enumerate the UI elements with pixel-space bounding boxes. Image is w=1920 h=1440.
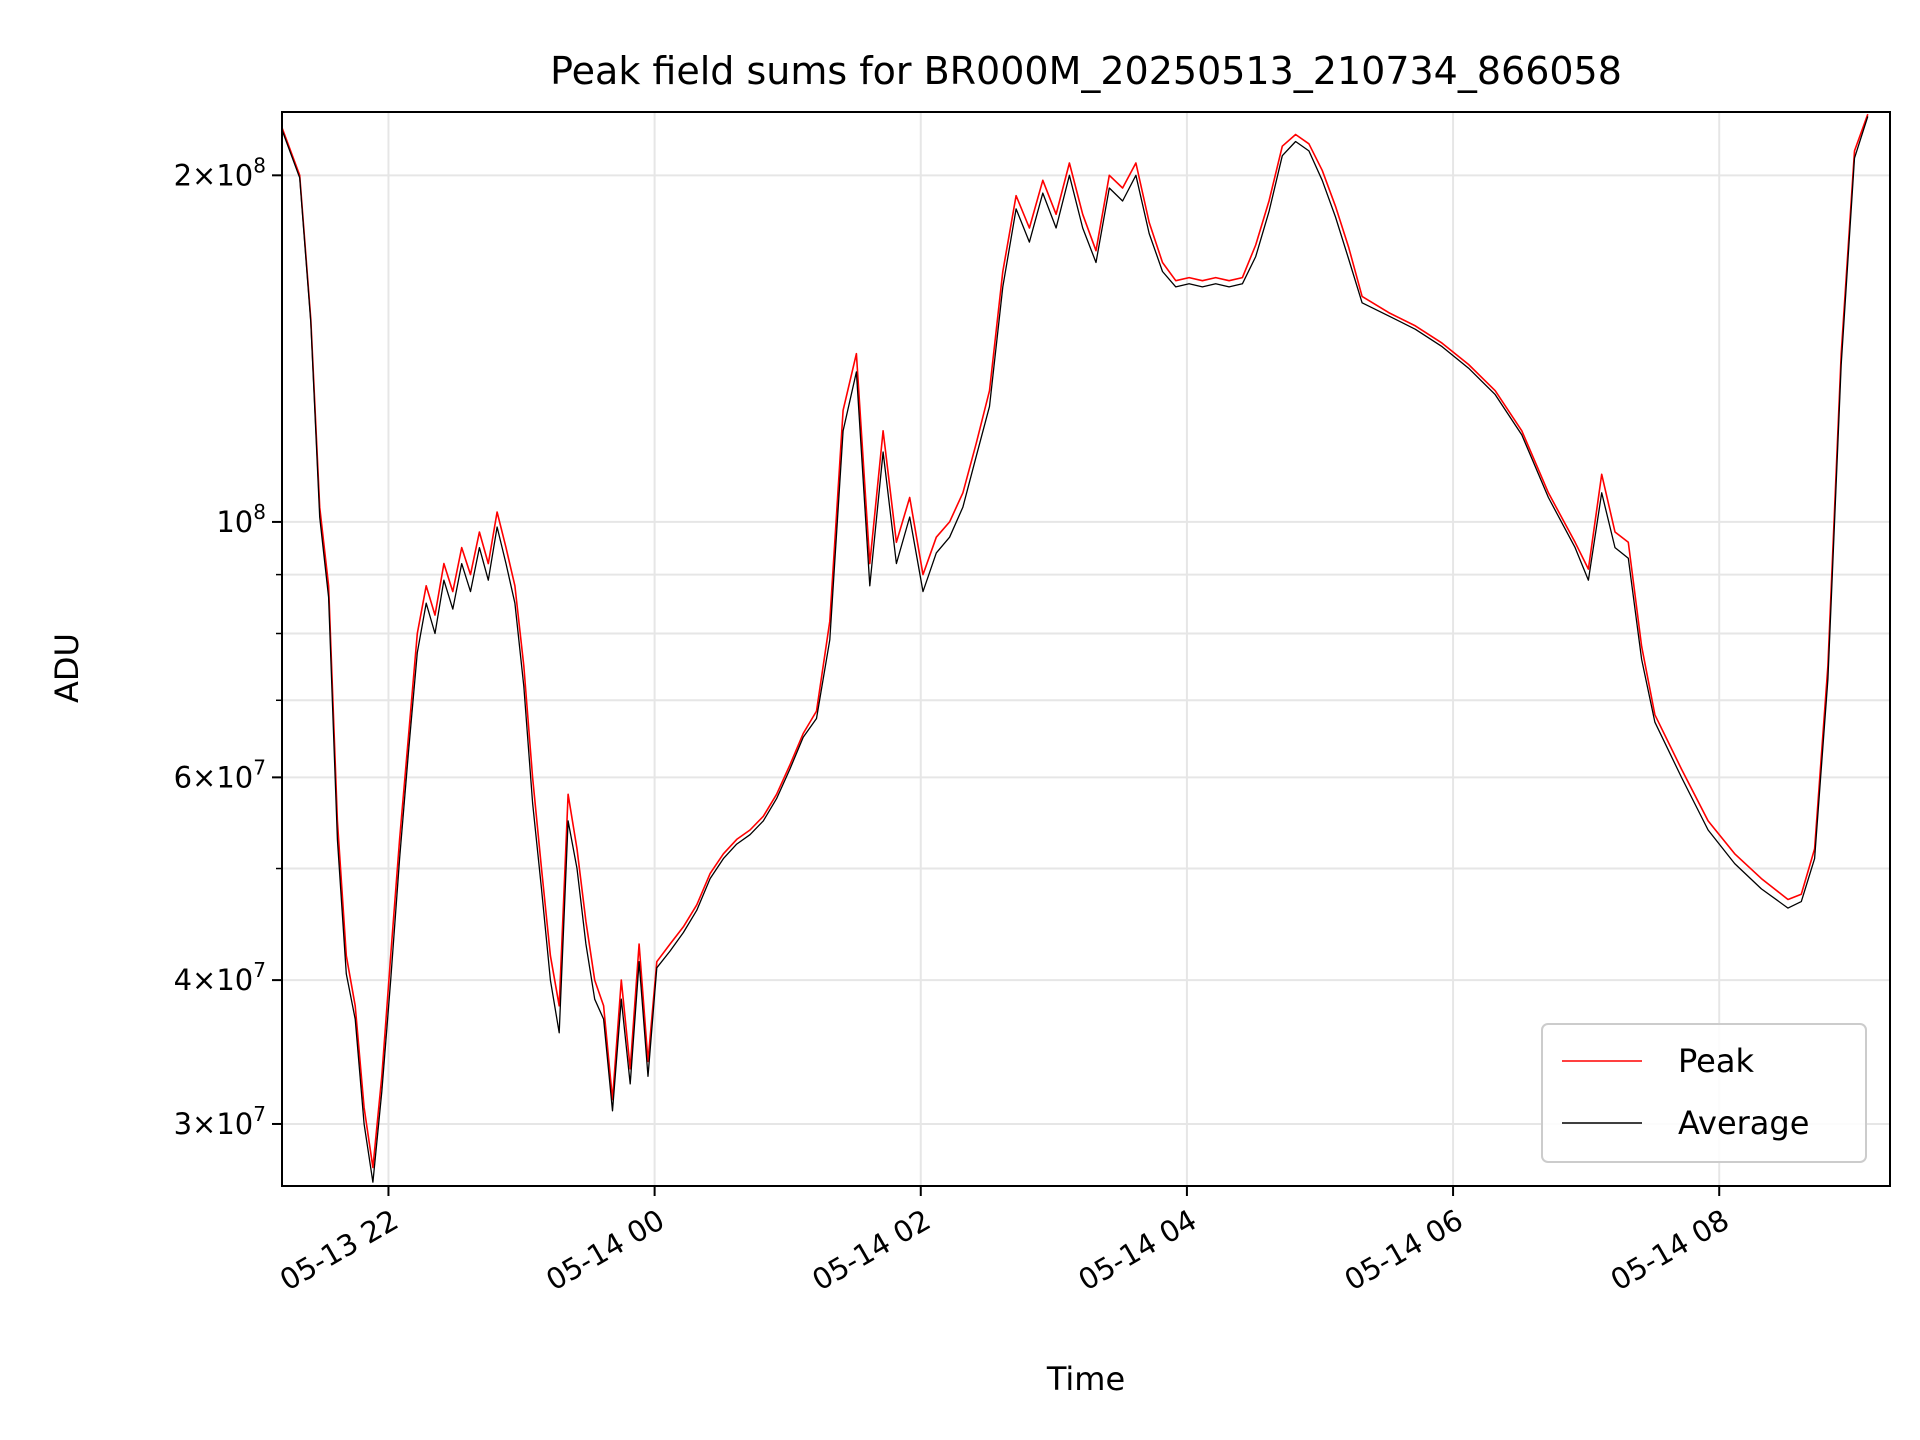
y-tick-mantissa: 6 [174,760,192,794]
y-tick-label: 6×107 [174,755,266,794]
x-axis-title: Time [1046,1360,1125,1398]
y-tick-base: 10 [216,1107,253,1141]
y-tick-label: 108 [216,500,266,539]
legend-box [1541,1023,1867,1163]
y-axis-title: ADU [48,633,86,703]
legend-label-peak: Peak [1678,1042,1754,1080]
y-tick-label: 4×107 [174,958,266,997]
y-tick-base: 10 [216,505,253,539]
y-tick-exponent: 7 [253,1102,266,1126]
legend-label-average: Average [1678,1104,1809,1142]
y-tick-mantissa: 4 [174,963,192,997]
y-tick-exponent: 7 [253,755,266,779]
y-tick-mantissa: 2 [174,158,192,192]
y-tick-exponent: 8 [253,153,266,177]
series-line-peak [281,113,1869,1169]
y-tick-base: 10 [216,760,253,794]
y-tick-times: × [192,1107,216,1141]
y-tick-times: × [192,760,216,794]
y-tick-exponent: 8 [253,500,266,524]
plot-frame [281,111,1891,1187]
y-tick-label: 2×108 [174,153,266,192]
y-tick-base: 10 [216,158,253,192]
y-tick-exponent: 7 [253,958,266,982]
y-tick-base: 10 [216,963,253,997]
series-line-average [281,116,1869,1183]
chart-title: Peak field sums for BR000M_20250513_2107… [550,49,1622,93]
y-tick-times: × [192,963,216,997]
legend: Peak Average [1541,1023,1867,1163]
series-group [281,113,1869,1183]
y-tick-mantissa: 3 [174,1107,192,1141]
y-tick-label: 3×107 [174,1102,266,1141]
y-tick-times: × [192,158,216,192]
